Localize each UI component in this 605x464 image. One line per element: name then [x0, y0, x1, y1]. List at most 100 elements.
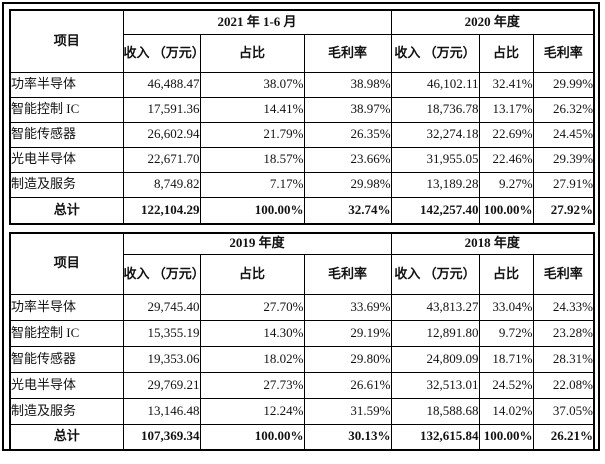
row-label: 智能传感器: [9, 121, 124, 148]
cell-margin: 24.33%: [532, 293, 595, 321]
share-column-header: 占比: [199, 33, 305, 73]
cell-margin: 38.98%: [303, 71, 392, 98]
cell-margin: 23.28%: [532, 319, 595, 347]
cell-share: 100.00%: [199, 196, 305, 225]
table-row: 智能控制 IC 15,355.19 14.30% 29.19% 12,891.8…: [9, 319, 595, 347]
cell-margin: 29.80%: [303, 345, 392, 373]
cell-revenue: 13,146.48: [122, 397, 201, 425]
cell-share: 9.27%: [478, 171, 534, 198]
row-label: 光电半导体: [9, 146, 124, 173]
cell-revenue: 107,369.34: [122, 423, 201, 451]
period-2020-header: 2020 年度: [390, 9, 595, 35]
row-label: 功率半导体: [9, 293, 124, 321]
row-label: 智能控制 IC: [9, 319, 124, 347]
cell-revenue: 46,102.11: [390, 71, 480, 98]
cell-share: 14.02%: [478, 397, 534, 425]
cell-margin: 29.99%: [532, 71, 595, 98]
table-row: 智能控制 IC 17,591.36 14.41% 38.97% 18,736.7…: [9, 96, 595, 123]
cell-margin: 22.08%: [532, 371, 595, 399]
cell-margin: 28.31%: [532, 345, 595, 373]
margin-column-header: 毛利率: [532, 33, 595, 73]
share-column-header: 占比: [478, 253, 534, 295]
row-label: 智能控制 IC: [9, 96, 124, 123]
table-row: 制造及服务 13,146.48 12.24% 31.59% 18,588.68 …: [9, 397, 595, 425]
item-column-header: 项目: [9, 9, 124, 73]
cell-revenue: 18,736.78: [390, 96, 480, 123]
table-row: 功率半导体 29,745.40 27.70% 33.69% 43,813.27 …: [9, 293, 595, 321]
revenue-column-header: 收入 （万元）: [390, 33, 480, 73]
period-header-row: 项目 2021 年 1-6 月 2020 年度: [9, 9, 595, 73]
cell-share: 9.72%: [478, 319, 534, 347]
cell-share: 7.17%: [199, 171, 305, 198]
cell-revenue: 19,353.06: [122, 345, 201, 373]
cell-revenue: 43,813.27: [390, 293, 480, 321]
cell-share: 22.46%: [478, 146, 534, 173]
margin-column-header: 毛利率: [532, 253, 595, 295]
share-column-header: 占比: [478, 33, 534, 73]
cell-revenue: 29,769.21: [122, 371, 201, 399]
cell-margin: 27.92%: [532, 196, 595, 225]
revenue-column-header: 收入 （万元）: [122, 33, 201, 73]
cell-share: 18.71%: [478, 345, 534, 373]
margin-column-header: 毛利率: [303, 33, 392, 73]
cell-share: 33.04%: [478, 293, 534, 321]
period-2021h1-header: 2021 年 1-6 月: [122, 9, 392, 35]
table-row: 光电半导体 22,671.70 18.57% 23.66% 31,955.05 …: [9, 146, 595, 173]
cell-share: 100.00%: [478, 423, 534, 451]
table-row: 智能传感器 19,353.06 18.02% 29.80% 24,809.09 …: [9, 345, 595, 373]
cell-revenue: 122,104.29: [122, 196, 201, 225]
row-label: 智能传感器: [9, 345, 124, 373]
cell-revenue: 12,891.80: [390, 319, 480, 347]
cell-revenue: 13,189.28: [390, 171, 480, 198]
cell-margin: 23.66%: [303, 146, 392, 173]
cell-revenue: 8,749.82: [122, 171, 201, 198]
cell-share: 18.57%: [199, 146, 305, 173]
cell-margin: 24.45%: [532, 121, 595, 148]
total-label: 总计: [9, 423, 124, 451]
cell-revenue: 18,588.68: [390, 397, 480, 425]
cell-margin: 26.21%: [532, 423, 595, 451]
cell-share: 22.69%: [478, 121, 534, 148]
cell-revenue: 17,591.36: [122, 96, 201, 123]
cell-share: 13.17%: [478, 96, 534, 123]
revenue-table-2021h1-2020: 项目 2021 年 1-6 月 2020 年度 收入 （万元） 占比 毛利率 收…: [9, 9, 596, 225]
revenue-table-2019-2018: 项目 2019 年度 2018 年度 收入 （万元） 占比 毛利率 收入 （万元…: [9, 232, 596, 451]
cell-margin: 32.74%: [303, 196, 392, 225]
cell-revenue: 31,955.05: [390, 146, 480, 173]
row-label: 功率半导体: [9, 71, 124, 98]
period-2019-header: 2019 年度: [122, 232, 392, 255]
cell-margin: 31.59%: [303, 397, 392, 425]
cell-share: 100.00%: [478, 196, 534, 225]
period-2018-header: 2018 年度: [390, 232, 595, 255]
cell-margin: 30.13%: [303, 423, 392, 451]
cell-margin: 26.32%: [532, 96, 595, 123]
cell-share: 38.07%: [199, 71, 305, 98]
cell-revenue: 142,257.40: [390, 196, 480, 225]
table-row: 智能传感器 26,602.94 21.79% 26.35% 32,274.18 …: [9, 121, 595, 148]
cell-margin: 29.39%: [532, 146, 595, 173]
cell-margin: 33.69%: [303, 293, 392, 321]
cell-margin: 27.91%: [532, 171, 595, 198]
column-header-row: 收入 （万元） 占比 毛利率 收入 （万元） 占比 毛利率: [10, 253, 595, 295]
cell-margin: 37.05%: [532, 397, 595, 425]
cell-share: 100.00%: [199, 423, 305, 451]
item-column-header: 项目: [9, 232, 124, 295]
cell-revenue: 46,488.47: [122, 71, 201, 98]
cell-revenue: 32,274.18: [390, 121, 480, 148]
row-label: 制造及服务: [9, 171, 124, 198]
cell-share: 24.52%: [478, 371, 534, 399]
cell-revenue: 32,513.01: [390, 371, 480, 399]
cell-revenue: 22,671.70: [122, 146, 201, 173]
period-header-row: 项目 2019 年度 2018 年度: [9, 232, 595, 295]
cell-revenue: 26,602.94: [122, 121, 201, 148]
cell-share: 14.41%: [199, 96, 305, 123]
cell-share: 27.73%: [199, 371, 305, 399]
cell-revenue: 15,355.19: [122, 319, 201, 347]
cell-margin: 29.98%: [303, 171, 392, 198]
cell-share: 12.24%: [199, 397, 305, 425]
table-row: 制造及服务 8,749.82 7.17% 29.98% 13,189.28 9.…: [9, 171, 595, 198]
revenue-column-header: 收入 （万元）: [122, 253, 201, 295]
margin-column-header: 毛利率: [303, 253, 392, 295]
cell-margin: 26.61%: [303, 371, 392, 399]
cell-margin: 26.35%: [303, 121, 392, 148]
